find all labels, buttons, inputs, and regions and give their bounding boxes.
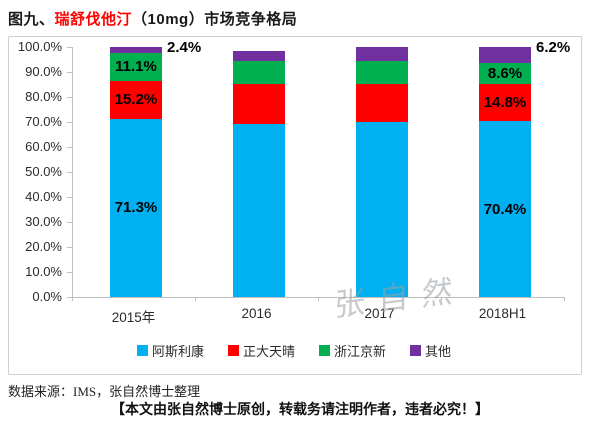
x-axis-category-label: 2016 xyxy=(241,306,272,321)
bar-segment-正大天晴: 15.2% xyxy=(110,80,162,119)
x-axis-tick xyxy=(72,297,73,301)
x-axis-category-label: 2015年 xyxy=(111,310,156,325)
chart-title: 图九、瑞舒伐他汀（10mg）市场竞争格局 xyxy=(8,8,297,29)
legend-swatch-icon xyxy=(227,345,239,356)
legend-label: 阿斯利康 xyxy=(151,344,204,359)
chart-title-prefix: 图九、 xyxy=(8,11,55,28)
y-axis-tick xyxy=(67,97,72,98)
y-axis-tick-label: 50.0% xyxy=(25,164,62,179)
y-axis-tick xyxy=(67,147,72,148)
y-axis-tick xyxy=(67,172,72,173)
legend-swatch-icon xyxy=(319,345,330,356)
y-axis-tick xyxy=(67,47,72,48)
bar-segment-正大天晴 xyxy=(233,84,285,124)
y-axis-tick-label: 80.0% xyxy=(25,89,62,104)
legend-item-正大天晴: 正大天晴 xyxy=(227,341,295,360)
bar-segment-阿斯利康 xyxy=(233,124,285,297)
bar-data-label: 15.2% xyxy=(114,91,158,109)
legend-item-阿斯利康: 阿斯利康 xyxy=(136,341,204,360)
y-axis-tick xyxy=(67,297,72,298)
y-axis-tick-label: 20.0% xyxy=(25,239,62,254)
bar-segment-其他 xyxy=(356,47,408,61)
bar-segment-浙江京新 xyxy=(233,61,285,84)
bar-segment-其他 xyxy=(110,47,162,53)
bar-segment-其他 xyxy=(233,51,285,61)
y-axis-tick-label: 70.0% xyxy=(25,114,62,129)
x-axis-tick xyxy=(564,297,565,301)
x-axis-tick xyxy=(195,297,196,301)
y-axis-tick xyxy=(67,72,72,73)
bar-segment-阿斯利康 xyxy=(356,122,408,297)
chart-title-drug-name: 瑞舒伐他汀 xyxy=(54,11,133,28)
legend-label: 正大天晴 xyxy=(242,344,295,359)
legend-label: 浙江京新 xyxy=(334,344,387,359)
y-axis-tick-label: 60.0% xyxy=(25,139,62,154)
bar-data-label: 8.6% xyxy=(487,64,523,82)
y-axis-tick-label: 100.0% xyxy=(17,39,62,54)
y-axis-tick-label: 10.0% xyxy=(25,264,62,279)
x-axis-tick xyxy=(441,297,442,301)
y-axis-tick xyxy=(67,272,72,273)
bar-segment-阿斯利康: 70.4% xyxy=(479,121,531,297)
y-axis-tick xyxy=(67,247,72,248)
x-axis-tick xyxy=(318,297,319,301)
data-source-note: 数据来源：IMS，张自然博士整理 xyxy=(8,384,201,399)
other-share-annotation: 6.2% xyxy=(536,39,571,56)
legend-swatch-icon xyxy=(410,345,422,356)
legend-label: 其他 xyxy=(425,344,452,359)
bar-segment-正大天晴 xyxy=(356,84,408,122)
legend-item-其他: 其他 xyxy=(410,341,451,360)
chart-title-suffix: （10mg）市场竞争格局 xyxy=(132,11,298,28)
y-axis-tick-label: 90.0% xyxy=(25,64,62,79)
bar-segment-浙江京新 xyxy=(356,61,408,84)
y-axis-tick-label: 40.0% xyxy=(25,189,62,204)
y-axis-tick xyxy=(67,122,72,123)
copyright-disclaimer: 【本文由张自然博士原创，转载务请注明作者，违者必究！】 xyxy=(111,401,489,417)
y-axis-tick-label: 30.0% xyxy=(25,214,62,229)
x-axis-category-label: 2017 xyxy=(364,306,395,321)
y-axis-tick xyxy=(67,222,72,223)
y-axis-tick-label: 0.0% xyxy=(32,289,62,304)
bar-segment-正大天晴: 14.8% xyxy=(479,84,531,121)
bar-data-label: 14.8% xyxy=(483,94,527,111)
y-axis-line xyxy=(72,47,73,297)
other-share-annotation: 2.4% xyxy=(167,39,202,56)
legend-swatch-icon xyxy=(136,345,148,356)
chart-legend: 阿斯利康 正大天晴 浙江京新 其他 xyxy=(8,341,580,360)
y-axis-tick xyxy=(67,197,72,198)
legend-item-浙江京新: 浙江京新 xyxy=(319,341,386,360)
bar-segment-阿斯利康: 71.3% xyxy=(110,118,162,297)
bar-segment-其他 xyxy=(479,47,531,63)
bar-segment-浙江京新: 11.1% xyxy=(110,53,162,81)
bar-segment-浙江京新: 8.6% xyxy=(479,62,531,84)
bar-data-label: 71.3% xyxy=(114,199,158,217)
bar-data-label: 11.1% xyxy=(115,58,157,76)
x-axis-category-label: 2018H1 xyxy=(478,306,527,321)
bar-data-label: 70.4% xyxy=(483,200,527,218)
